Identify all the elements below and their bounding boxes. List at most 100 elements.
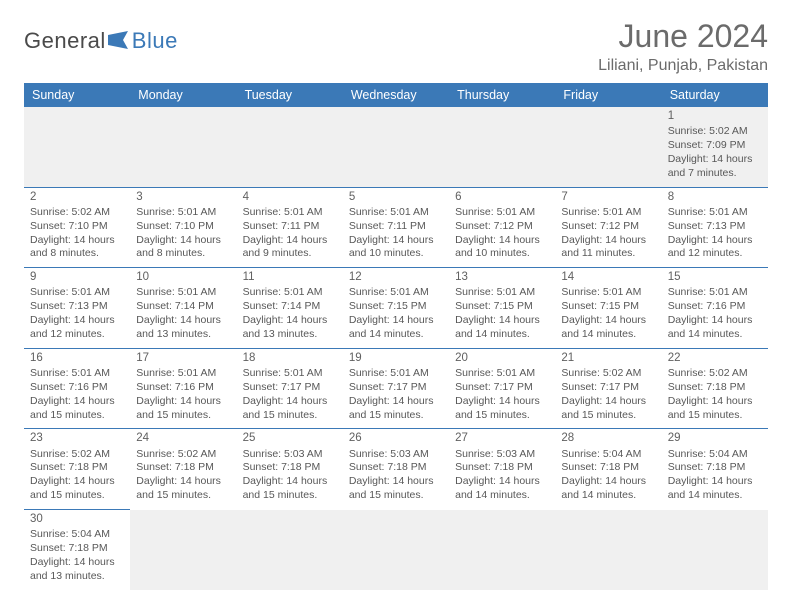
sunset-value: 7:18 PM xyxy=(281,461,320,473)
day-number: 5 xyxy=(349,190,443,205)
day-number: 13 xyxy=(455,270,549,285)
sunset-value: 7:18 PM xyxy=(387,461,426,473)
calendar-day-empty xyxy=(24,107,130,187)
daylight-line: Daylight: 14 hours and 8 minutes. xyxy=(136,234,230,262)
sunrise-line: Sunrise: 5:01 AM xyxy=(243,286,337,300)
daylight-line: Daylight: 14 hours and 14 minutes. xyxy=(455,475,549,503)
calendar-day-empty xyxy=(343,107,449,187)
calendar-week: 30Sunrise: 5:04 AMSunset: 7:18 PMDayligh… xyxy=(24,510,768,590)
daylight-line: Daylight: 14 hours and 7 minutes. xyxy=(668,153,762,181)
weekday-header: Wednesday xyxy=(343,83,449,107)
sunset-line: Sunset: 7:15 PM xyxy=(561,300,655,314)
calendar-day: 10Sunrise: 5:01 AMSunset: 7:14 PMDayligh… xyxy=(130,268,236,349)
daylight-line: Daylight: 14 hours and 14 minutes. xyxy=(668,314,762,342)
day-number: 24 xyxy=(136,431,230,446)
calendar-day: 17Sunrise: 5:01 AMSunset: 7:16 PMDayligh… xyxy=(130,348,236,429)
daylight-line: Daylight: 14 hours and 13 minutes. xyxy=(30,556,124,584)
calendar-day: 18Sunrise: 5:01 AMSunset: 7:17 PMDayligh… xyxy=(237,348,343,429)
calendar-week: 16Sunrise: 5:01 AMSunset: 7:16 PMDayligh… xyxy=(24,348,768,429)
sunrise-value: 5:01 AM xyxy=(178,286,217,298)
daylight-line: Daylight: 14 hours and 15 minutes. xyxy=(349,475,443,503)
calendar-day: 30Sunrise: 5:04 AMSunset: 7:18 PMDayligh… xyxy=(24,510,130,590)
calendar-day: 21Sunrise: 5:02 AMSunset: 7:17 PMDayligh… xyxy=(555,348,661,429)
daylight-line: Daylight: 14 hours and 15 minutes. xyxy=(30,395,124,423)
sunrise-value: 5:01 AM xyxy=(284,206,323,218)
sunrise-value: 5:01 AM xyxy=(497,286,536,298)
sunrise-line: Sunrise: 5:03 AM xyxy=(455,448,549,462)
sunrise-line: Sunrise: 5:02 AM xyxy=(668,367,762,381)
sunrise-line: Sunrise: 5:01 AM xyxy=(455,367,549,381)
sunset-value: 7:15 PM xyxy=(494,300,533,312)
sunrise-line: Sunrise: 5:01 AM xyxy=(136,206,230,220)
day-number: 21 xyxy=(561,351,655,366)
sunset-line: Sunset: 7:12 PM xyxy=(561,220,655,234)
sunrise-value: 5:02 AM xyxy=(603,367,642,379)
sunset-line: Sunset: 7:10 PM xyxy=(136,220,230,234)
sunset-value: 7:13 PM xyxy=(706,220,745,232)
sunset-line: Sunset: 7:14 PM xyxy=(136,300,230,314)
calendar-day: 3Sunrise: 5:01 AMSunset: 7:10 PMDaylight… xyxy=(130,187,236,268)
day-number: 15 xyxy=(668,270,762,285)
sunrise-line: Sunrise: 5:01 AM xyxy=(455,206,549,220)
sunset-value: 7:11 PM xyxy=(281,220,319,232)
day-number: 22 xyxy=(668,351,762,366)
sunset-value: 7:18 PM xyxy=(706,461,745,473)
day-number: 10 xyxy=(136,270,230,285)
daylight-line: Daylight: 14 hours and 14 minutes. xyxy=(349,314,443,342)
calendar-day: 28Sunrise: 5:04 AMSunset: 7:18 PMDayligh… xyxy=(555,429,661,510)
sunrise-value: 5:01 AM xyxy=(71,286,110,298)
sunset-line: Sunset: 7:18 PM xyxy=(561,461,655,475)
day-number: 8 xyxy=(668,190,762,205)
day-number: 18 xyxy=(243,351,337,366)
calendar-day: 15Sunrise: 5:01 AMSunset: 7:16 PMDayligh… xyxy=(662,268,768,349)
sunrise-value: 5:01 AM xyxy=(71,367,110,379)
sunrise-value: 5:02 AM xyxy=(709,367,748,379)
sunset-line: Sunset: 7:18 PM xyxy=(455,461,549,475)
sunset-value: 7:15 PM xyxy=(600,300,639,312)
calendar-week: 2Sunrise: 5:02 AMSunset: 7:10 PMDaylight… xyxy=(24,187,768,268)
daylight-line: Daylight: 14 hours and 10 minutes. xyxy=(349,234,443,262)
day-number: 30 xyxy=(30,512,124,527)
sunrise-value: 5:02 AM xyxy=(178,448,217,460)
sunrise-value: 5:03 AM xyxy=(497,448,536,460)
sunrise-line: Sunrise: 5:01 AM xyxy=(668,206,762,220)
daylight-line: Daylight: 14 hours and 15 minutes. xyxy=(561,395,655,423)
sunrise-value: 5:01 AM xyxy=(709,206,748,218)
sunset-line: Sunset: 7:13 PM xyxy=(30,300,124,314)
sunrise-value: 5:04 AM xyxy=(603,448,642,460)
sunset-line: Sunset: 7:11 PM xyxy=(349,220,443,234)
day-number: 19 xyxy=(349,351,443,366)
calendar-day: 24Sunrise: 5:02 AMSunset: 7:18 PMDayligh… xyxy=(130,429,236,510)
weekday-header: Tuesday xyxy=(237,83,343,107)
sunset-line: Sunset: 7:17 PM xyxy=(455,381,549,395)
daylight-line: Daylight: 14 hours and 12 minutes. xyxy=(668,234,762,262)
sunrise-value: 5:03 AM xyxy=(390,448,429,460)
day-number: 11 xyxy=(243,270,337,285)
sunrise-line: Sunrise: 5:02 AM xyxy=(136,448,230,462)
sunset-value: 7:16 PM xyxy=(175,381,214,393)
sunset-value: 7:16 PM xyxy=(706,300,745,312)
daylight-line: Daylight: 14 hours and 14 minutes. xyxy=(668,475,762,503)
sunrise-line: Sunrise: 5:01 AM xyxy=(561,206,655,220)
daylight-line: Daylight: 14 hours and 15 minutes. xyxy=(30,475,124,503)
sunrise-line: Sunrise: 5:01 AM xyxy=(349,367,443,381)
sunset-value: 7:09 PM xyxy=(706,139,745,151)
sunrise-line: Sunrise: 5:04 AM xyxy=(561,448,655,462)
day-number: 27 xyxy=(455,431,549,446)
sunset-value: 7:17 PM xyxy=(600,381,639,393)
calendar-day: 11Sunrise: 5:01 AMSunset: 7:14 PMDayligh… xyxy=(237,268,343,349)
calendar-day-empty xyxy=(449,107,555,187)
sunset-value: 7:11 PM xyxy=(387,220,425,232)
sunrise-line: Sunrise: 5:01 AM xyxy=(668,286,762,300)
sunset-value: 7:18 PM xyxy=(494,461,533,473)
calendar-day-empty xyxy=(662,510,768,590)
daylight-line: Daylight: 14 hours and 15 minutes. xyxy=(243,395,337,423)
calendar-head: SundayMondayTuesdayWednesdayThursdayFrid… xyxy=(24,83,768,107)
sunset-line: Sunset: 7:14 PM xyxy=(243,300,337,314)
sunset-line: Sunset: 7:16 PM xyxy=(30,381,124,395)
day-number: 28 xyxy=(561,431,655,446)
sunset-value: 7:18 PM xyxy=(69,461,108,473)
calendar-day: 8Sunrise: 5:01 AMSunset: 7:13 PMDaylight… xyxy=(662,187,768,268)
daylight-line: Daylight: 14 hours and 15 minutes. xyxy=(455,395,549,423)
sunrise-line: Sunrise: 5:01 AM xyxy=(349,206,443,220)
